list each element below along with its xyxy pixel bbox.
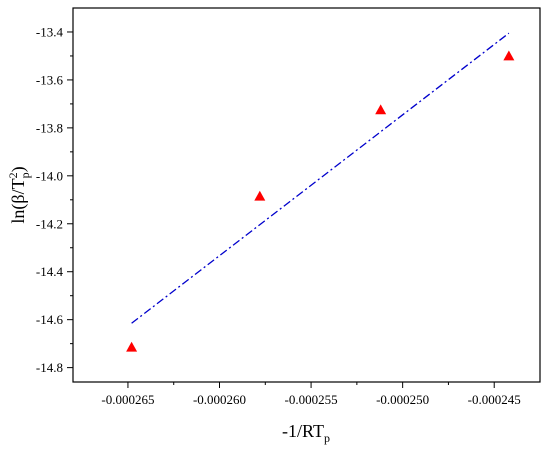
fit-line [131,32,510,324]
y-tick-label: -14.4 [36,264,64,279]
x-tick-label: -0.000255 [285,392,338,407]
y-axis-title-sup: 2 [6,172,20,178]
y-axis-title: ln(β/T2p) [6,166,32,223]
x-tick-label: -0.000260 [193,392,246,407]
y-tick-label: -13.8 [36,120,63,135]
y-axis-title-sub: p [18,172,32,178]
y-tick-label: -14.6 [36,312,64,327]
y-axis-title-main: ln(β/T [8,178,29,223]
fit-line-layer [131,32,510,324]
x-axis-title-sub: p [324,431,330,445]
x-axis-title-main: -1/RT [282,421,324,441]
x-tick-label: -0.000250 [376,392,429,407]
plot-frame [72,7,541,383]
y-tick-label: -13.6 [36,72,64,87]
data-point-triangle [254,190,266,201]
data-point-triangle [503,50,515,61]
y-tick-label: -13.4 [36,24,64,39]
y-axis-ticks: -14.8 -14.6 -14.4 -14.2 -14.0 -13.8 -13.6 -13.4 [36,24,73,375]
data-points-layer [126,50,515,352]
y-tick-label: -14.2 [36,216,63,231]
x-tick-label: -0.000265 [101,392,154,407]
x-axis-title: -1/RTp [282,421,330,445]
x-tick-label: -0.000245 [468,392,521,407]
x-axis-ticks: -0.000265 -0.000260 -0.000255 -0.000250 -0.0… [101,382,521,407]
data-point-triangle [375,104,387,115]
y-tick-label: -14.8 [36,360,63,375]
y-axis-title-close: ) [8,166,29,172]
y-tick-label: -14.0 [36,168,63,183]
data-point-triangle [126,341,138,352]
